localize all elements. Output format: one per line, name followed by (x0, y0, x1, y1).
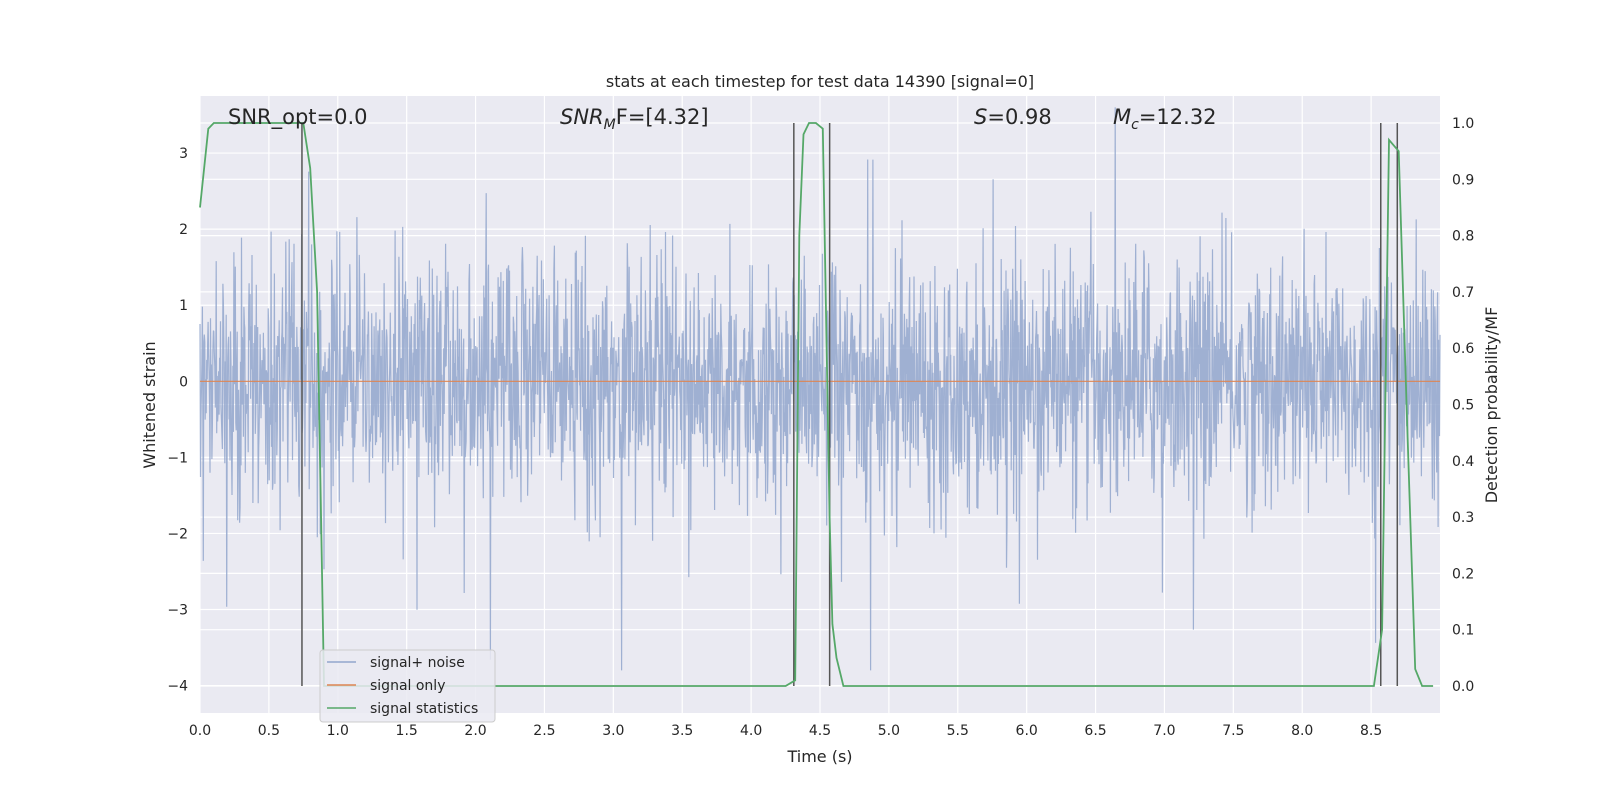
mc-value: =12.32 (1139, 105, 1217, 129)
s-label: S (974, 105, 987, 129)
x-axis-label: Time (s) (786, 747, 852, 766)
legend-label-signal-noise: signal+ noise (370, 655, 465, 671)
x-tick-label: 8.5 (1360, 723, 1382, 739)
x-tick-label: 2.0 (464, 723, 486, 739)
x-tick-label: 2.5 (533, 723, 555, 739)
y-tick-label-right: 1.0 (1452, 116, 1474, 132)
y-axis-label-right: Detection probability/MF (1482, 307, 1501, 504)
x-tick-label: 1.0 (327, 723, 349, 739)
x-tick-label: 3.0 (602, 723, 624, 739)
y-tick-label-right: 0.5 (1452, 398, 1474, 414)
x-tick-label: 8.0 (1291, 723, 1313, 739)
legend: signal+ noise signal only signal statist… (319, 649, 496, 723)
x-tick-label: 6.5 (1084, 723, 1106, 739)
y-tick-label-right: 0.4 (1452, 454, 1474, 470)
y-tick-label-left: −1 (167, 450, 188, 466)
x-tick-label: 4.5 (809, 723, 831, 739)
y-tick-label-right: 0.0 (1452, 679, 1474, 695)
x-tick-label: 3.5 (671, 723, 693, 739)
legend-box (319, 649, 496, 723)
y-tick-label-left: 3 (179, 146, 188, 162)
y-axis-label-left: Whitened strain (140, 341, 159, 468)
x-tick-label: 0.5 (258, 723, 280, 739)
chart-title: stats at each timestep for test data 143… (606, 72, 1034, 91)
vertical-markers (301, 123, 1399, 686)
signal-noise-series (199, 107, 1441, 671)
x-tick-label: 4.0 (740, 723, 762, 739)
y-tick-label-right: 0.3 (1452, 510, 1474, 526)
y-tick-label-left: 0 (179, 374, 188, 390)
signal-statistics-line (199, 122, 1434, 687)
x-tick-label: 6.0 (1016, 723, 1038, 739)
legend-label-signal-only: signal only (370, 678, 445, 694)
y-tick-label-right: 0.2 (1452, 566, 1474, 582)
axis-ticks: 0.0 0.5 1.0 1.5 2.0 2.5 3.0 3.5 4.0 4.5 5.0 5.5 6.0 6… (167, 116, 1474, 739)
s-value: =0.98 (987, 105, 1051, 129)
x-tick-label: 7.0 (1153, 723, 1175, 739)
y-tick-label-right: 0.8 (1452, 229, 1474, 245)
s-annotation: S=0.98 (974, 105, 1052, 129)
snr-opt-annotation: SNR_opt=0.0 (228, 105, 368, 130)
mc-subscript: c (1131, 117, 1139, 133)
y-tick-label-left: 2 (179, 222, 188, 238)
signal-statistics-series (199, 122, 1434, 687)
x-tick-label: 5.0 (878, 723, 900, 739)
legend-label-signal-statistics: signal statistics (370, 701, 478, 717)
y-tick-label-right: 0.9 (1452, 172, 1474, 188)
snr-mf-annotation: SNRMF=[4.32] (560, 105, 709, 133)
y-tick-label-right: 0.1 (1452, 623, 1474, 639)
y-tick-label-left: −2 (167, 526, 188, 542)
y-tick-label-right: 0.7 (1452, 285, 1474, 301)
mc-label: M (1113, 105, 1131, 129)
snr-mf-value: F=[4.32] (616, 105, 709, 129)
x-tick-label: 1.5 (396, 723, 418, 739)
snr-mf-label: SNR (560, 105, 604, 129)
signal-noise-line (199, 107, 1441, 671)
x-tick-label: 5.5 (947, 723, 969, 739)
x-tick-label: 7.5 (1222, 723, 1244, 739)
y-tick-label-right: 0.6 (1452, 341, 1474, 357)
mc-annotation: Mc=12.32 (1113, 105, 1217, 133)
x-tick-label: 0.0 (189, 723, 211, 739)
y-tick-label-left: −3 (167, 603, 188, 619)
y-tick-label-left: 1 (179, 298, 188, 314)
y-tick-label-left: −4 (167, 679, 188, 695)
snr-mf-subscript: M (604, 117, 616, 133)
